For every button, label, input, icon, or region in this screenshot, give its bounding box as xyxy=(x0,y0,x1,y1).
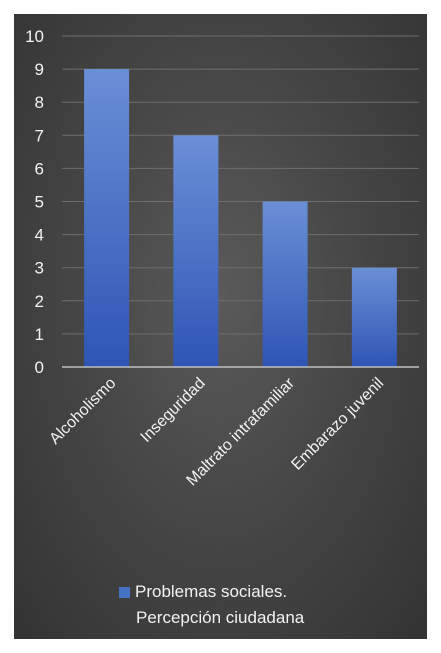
y-tick-label: 9 xyxy=(35,60,44,79)
x-category-label: Embarazo juvenil xyxy=(288,375,387,474)
y-tick-label: 1 xyxy=(35,325,44,344)
y-tick-label: 5 xyxy=(35,193,44,212)
bar-embarazo-juvenil xyxy=(351,267,397,367)
legend-label-line2: Percepción ciudadana xyxy=(136,608,305,627)
y-tick-label: 0 xyxy=(35,358,44,377)
legend-label-line1: Problemas sociales. xyxy=(135,582,288,601)
bar-alcoholismo xyxy=(84,69,130,367)
y-tick-label: 2 xyxy=(35,292,44,311)
y-tick-label: 8 xyxy=(35,93,44,112)
legend-swatch xyxy=(119,586,130,598)
y-tick-label: 7 xyxy=(35,126,44,145)
y-tick-label: 6 xyxy=(35,159,44,178)
y-tick-label: 3 xyxy=(35,259,44,278)
x-category-label: Alcoholismo xyxy=(46,375,119,448)
y-tick-label: 4 xyxy=(35,226,44,245)
legend: Problemas sociales. Percepción ciudadana xyxy=(119,579,304,631)
bar-inseguridad xyxy=(173,135,219,367)
bar-maltrato-intrafamiliar xyxy=(262,201,308,367)
y-tick-label: 10 xyxy=(25,27,44,46)
chart-area: 0 1 2 3 4 5 6 7 8 9 10 Alcoholismo Inseguridad Maltra… xyxy=(14,14,427,639)
x-category-label: Inseguridad xyxy=(138,375,209,446)
